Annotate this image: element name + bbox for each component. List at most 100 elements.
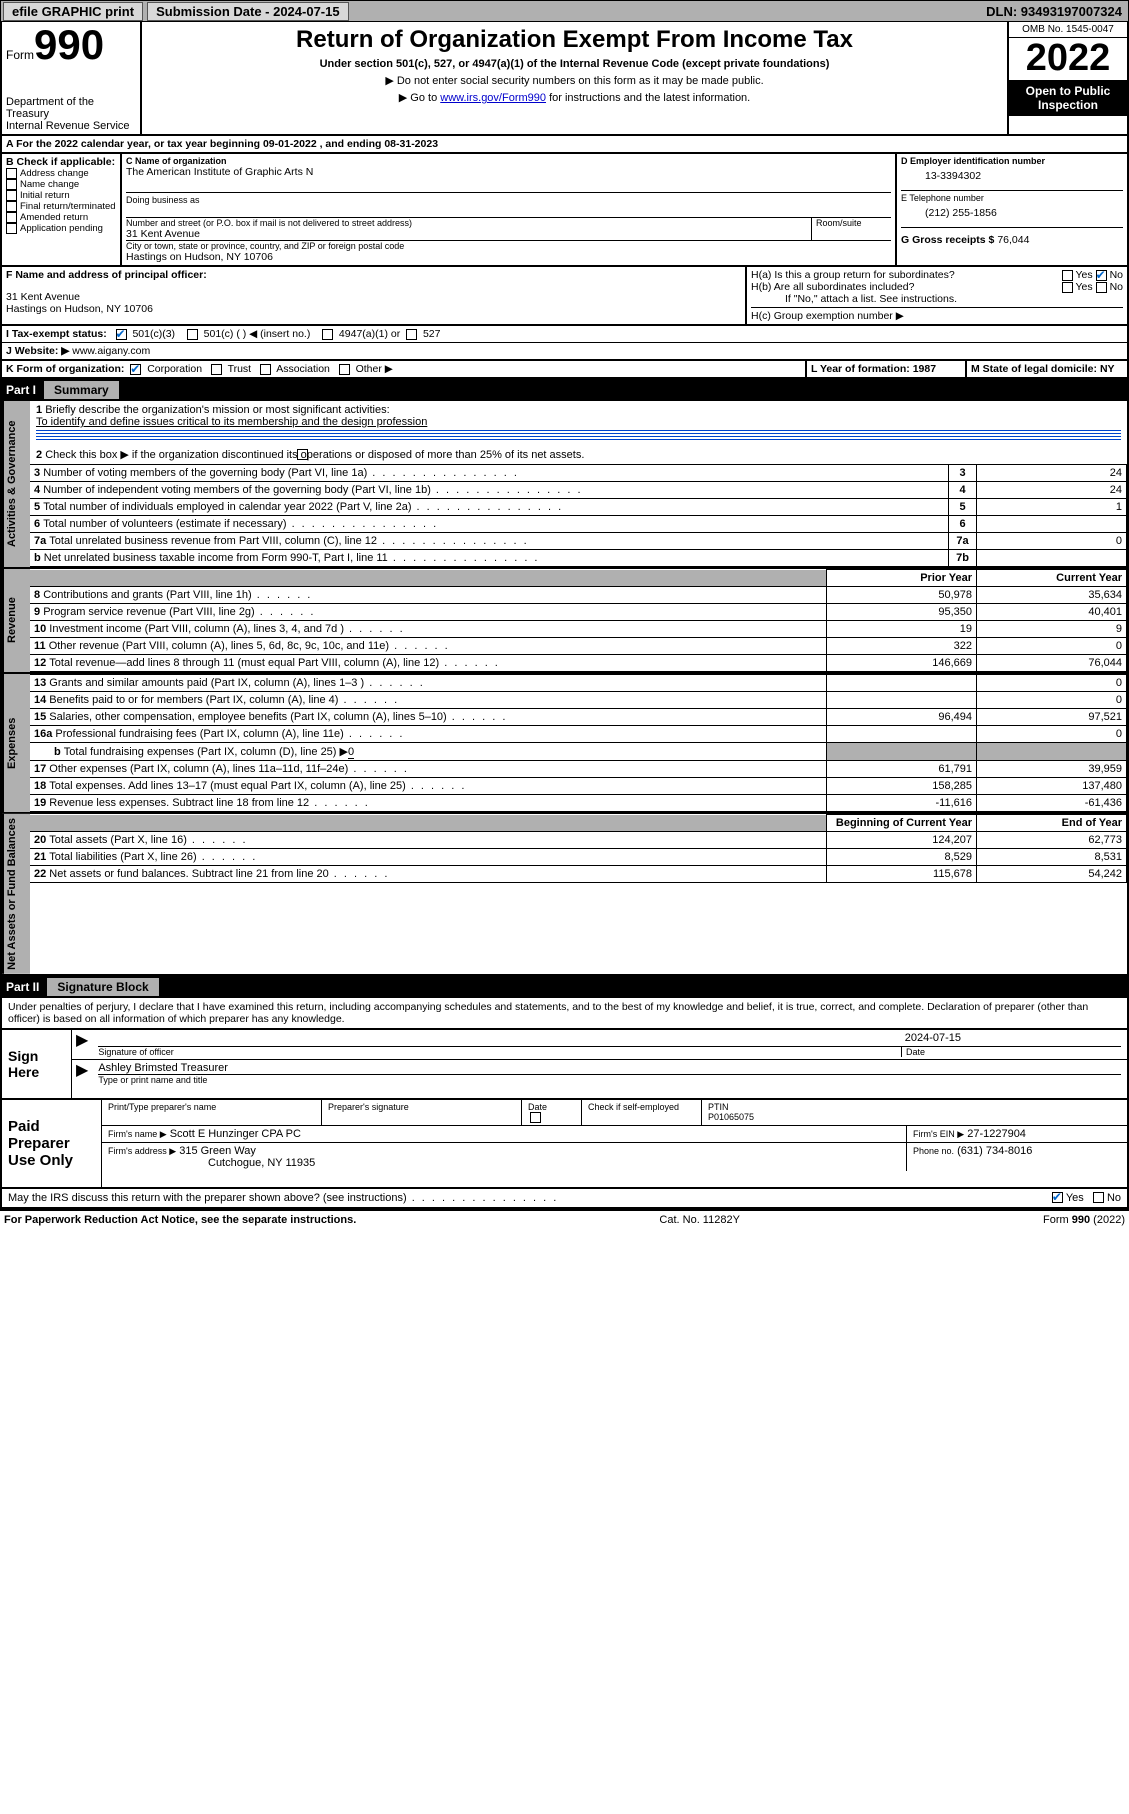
prior-value: -11,616 [827,795,977,812]
discuss-yes-checkbox[interactable] [1052,1192,1063,1203]
b-checkbox-3[interactable] [6,201,17,212]
k-assoc-checkbox[interactable] [260,364,271,375]
form-word: Form [6,48,34,62]
current-value: 0 [977,675,1127,692]
ha-yes-checkbox[interactable] [1062,270,1073,281]
k-corp-checkbox[interactable] [130,364,141,375]
submission-date-button[interactable]: Submission Date - 2024-07-15 [147,2,349,21]
prior-value: 115,678 [827,866,977,883]
open-inspection: Open to Public Inspection [1009,80,1127,116]
side-label-revenue: Revenue [2,569,30,672]
prior-value: 124,207 [827,832,977,849]
ha-no-checkbox[interactable] [1096,270,1107,281]
revenue-table: Prior Year Current Year 8 Contributions … [30,569,1127,672]
form-header: Form990 Department of the Treasury Inter… [0,22,1129,136]
mission-text: To identify and define issues critical t… [36,416,1121,428]
section-l: L Year of formation: 1987 [807,361,967,377]
irs-label: Internal Revenue Service [6,120,136,132]
prior-value [827,726,977,743]
form-note-1: ▶ Do not enter social security numbers o… [148,74,1001,87]
current-value: 0 [977,638,1127,655]
form-note-2: ▶ Go to www.irs.gov/Form990 for instruct… [148,91,1001,104]
sign-here-block: Sign Here ▶ 2024-07-15 Signature of offi… [0,1030,1129,1100]
paid-preparer-block: Paid Preparer Use Only Print/Type prepar… [0,1100,1129,1189]
form-title: Return of Organization Exempt From Incom… [148,26,1001,54]
prior-value: 19 [827,621,977,638]
b-checkbox-4[interactable] [6,212,17,223]
prior-value: 96,494 [827,709,977,726]
b-checkbox-0[interactable] [6,168,17,179]
section-f: F Name and address of principal officer:… [2,267,747,324]
topbar: efile GRAPHIC print Submission Date - 20… [0,0,1129,22]
officer-name: Ashley Brimsted Treasurer [98,1062,1121,1074]
form-subtitle: Under section 501(c), 527, or 4947(a)(1)… [148,58,1001,70]
current-value: 0 [977,692,1127,709]
gov-value: 0 [977,533,1127,550]
expenses-table: 13 Grants and similar amounts paid (Part… [30,674,1127,812]
governance-table: 3 Number of voting members of the govern… [30,464,1127,567]
hb-no-checkbox[interactable] [1096,282,1107,293]
current-value: 76,044 [977,655,1127,672]
ein: 13-3394302 [901,166,1123,190]
current-value: 9 [977,621,1127,638]
form-number: 990 [34,21,104,68]
i-4947-checkbox[interactable] [322,329,333,340]
k-other-checkbox[interactable] [339,364,350,375]
k-trust-checkbox[interactable] [211,364,222,375]
gross-receipts: 76,044 [997,234,1029,246]
prior-value [827,675,977,692]
current-value: 62,773 [977,832,1127,849]
tax-year: 2022 [1009,38,1127,80]
current-value: 39,959 [977,761,1127,778]
may-irs-discuss: May the IRS discuss this return with the… [0,1189,1129,1209]
part2-bar: Part II Signature Block [0,976,1129,998]
b-checkbox-1[interactable] [6,179,17,190]
sign-date: 2024-07-15 [98,1032,1121,1046]
l16b-value: 0 [348,746,354,759]
org-name: The American Institute of Graphic Arts N [126,166,891,178]
omb-number: OMB No. 1545-0047 [1009,22,1127,38]
current-value: 137,480 [977,778,1127,795]
irs-link[interactable]: www.irs.gov/Form990 [440,92,546,104]
gov-value [977,550,1127,567]
self-employed-checkbox[interactable] [530,1112,541,1123]
current-value: 0 [977,726,1127,743]
l2-checkbox[interactable] [297,449,308,460]
part1-bar: Part I Summary [0,379,1129,401]
arrow-icon: ▶ [72,1030,92,1059]
i-527-checkbox[interactable] [406,329,417,340]
prior-value: 8,529 [827,849,977,866]
firm-name: Scott E Hunzinger CPA PC [170,1128,301,1140]
side-label-governance: Activities & Governance [2,401,30,567]
hb-yes-checkbox[interactable] [1062,282,1073,293]
section-h: H(a) Is this a group return for subordin… [747,267,1127,324]
section-c: C Name of organization The American Inst… [122,154,897,265]
i-501c3-checkbox[interactable] [116,329,127,340]
gov-value: 1 [977,499,1127,516]
b-checkbox-5[interactable] [6,223,17,234]
phone: (212) 255-1856 [901,203,1123,227]
dln-label: DLN: 93493197007324 [980,4,1128,19]
prior-value: 322 [827,638,977,655]
prior-value: 50,978 [827,587,977,604]
gov-value [977,516,1127,533]
ptin: P01065075 [708,1112,1121,1122]
section-i: I Tax-exempt status: 501(c)(3) 501(c) ( … [2,326,1127,342]
prior-value: 95,350 [827,604,977,621]
prior-value: 146,669 [827,655,977,672]
current-value: 97,521 [977,709,1127,726]
efile-print-button[interactable]: efile GRAPHIC print [3,2,143,21]
prior-value: 158,285 [827,778,977,795]
section-j: J Website: ▶ www.aigany.com [2,343,1127,359]
gov-value: 24 [977,465,1127,482]
b-checkbox-2[interactable] [6,190,17,201]
discuss-no-checkbox[interactable] [1093,1192,1104,1203]
declaration-text: Under penalties of perjury, I declare th… [0,998,1129,1030]
prior-value [827,692,977,709]
i-501c-checkbox[interactable] [187,329,198,340]
arrow-icon: ▶ [72,1060,92,1087]
dept-label: Department of the Treasury [6,96,136,120]
firm-address: 315 Green Way [179,1145,256,1157]
firm-ein: 27-1227904 [967,1128,1026,1140]
org-street: 31 Kent Avenue [126,228,807,240]
